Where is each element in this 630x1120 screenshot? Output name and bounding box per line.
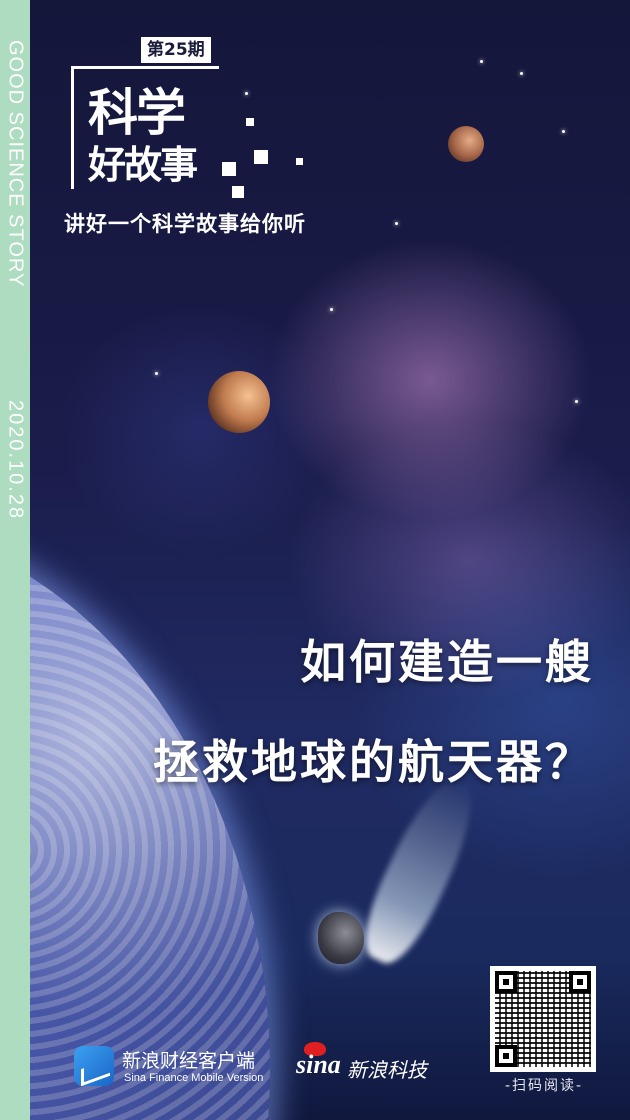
tagline: 讲好一个科学故事给你听 xyxy=(64,212,306,236)
app-name: 新浪财经客户端 xyxy=(122,1050,256,1072)
issue-badge: 第25期 xyxy=(141,37,211,63)
star xyxy=(330,308,333,311)
app-subtitle: Sina Finance Mobile Version xyxy=(124,1072,264,1084)
planet-large xyxy=(208,371,270,433)
logo-title-line1: 科学 xyxy=(88,84,186,142)
sina-eye-icon xyxy=(304,1042,326,1056)
logo-pixel xyxy=(254,150,268,164)
logo-pixel xyxy=(232,186,244,198)
star xyxy=(575,400,578,403)
sina-finance-app-icon xyxy=(74,1046,114,1086)
planet-small xyxy=(448,126,484,162)
earth-illustration xyxy=(0,520,270,1120)
logo-pixel xyxy=(296,158,303,165)
star xyxy=(155,372,158,375)
qr-finder xyxy=(495,1045,517,1067)
logo-pixel xyxy=(222,162,236,176)
qr-label: -扫码阅读- xyxy=(504,1078,584,1094)
side-strip xyxy=(0,0,30,1120)
qr-finder xyxy=(495,971,517,993)
logo-title-line2: 好故事 xyxy=(88,143,198,187)
sina-logo: sina xyxy=(296,1050,341,1079)
logo-frame xyxy=(71,66,219,189)
headline-line1: 如何建造一艘 xyxy=(300,635,594,689)
star xyxy=(480,60,483,63)
comet-tail xyxy=(350,766,490,973)
star xyxy=(520,72,523,75)
asteroid xyxy=(318,912,364,964)
star xyxy=(562,130,565,133)
issue-date: 2020.10.28 xyxy=(4,400,27,521)
logo-pixel xyxy=(246,118,254,126)
series-label: GOOD SCIENCE STORY xyxy=(4,40,27,288)
headline-line2: 拯救地球的航天器？ xyxy=(153,735,594,789)
qr-finder xyxy=(569,971,591,993)
star xyxy=(245,92,248,95)
star xyxy=(395,222,398,225)
sina-tech-label: 新浪科技 xyxy=(347,1058,427,1082)
qr-code[interactable] xyxy=(490,966,596,1072)
